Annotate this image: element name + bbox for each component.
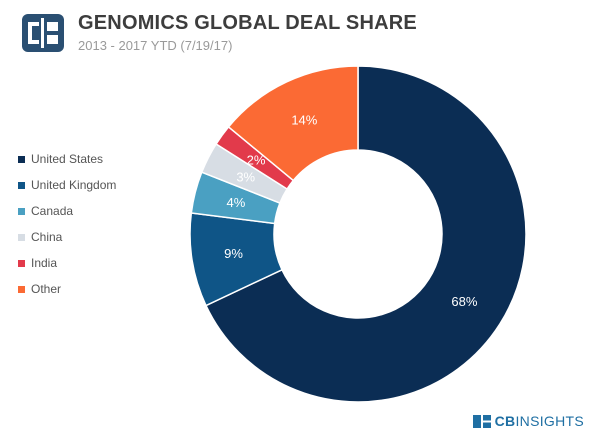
legend-item-united-states: United States [18,152,116,178]
data-label-other: 14% [291,112,317,127]
brand-rest: INSIGHTS [515,413,584,429]
donut-slice-other [227,65,359,182]
brand-footer: CB INSIGHTS [472,413,584,429]
legend-item-canada: Canada [18,204,116,230]
cb-insights-mark-icon [472,414,491,428]
brand-bold: CB [494,413,516,429]
legend-label: Canada [31,204,74,218]
legend-swatch [18,182,25,189]
legend-item-india: India [18,256,116,282]
data-label-india: 2% [247,152,266,167]
cb-insights-logo [22,14,64,52]
data-label-united-states: 68% [451,294,477,309]
legend-swatch [18,260,25,267]
data-label-united-kingdom: 9% [224,246,243,261]
legend-swatch [18,234,25,241]
chart-title: GENOMICS GLOBAL DEAL SHARE [78,12,417,34]
legend-item-china: China [18,230,116,256]
legend-item-united-kingdom: United Kingdom [18,178,116,204]
legend-item-other: Other [18,282,116,308]
data-label-canada: 4% [227,195,246,210]
legend-label: India [31,256,58,270]
donut-slice-united-states [204,65,527,403]
legend-label: Other [31,282,62,296]
data-label-china: 3% [236,169,255,184]
legend-swatch [18,208,25,215]
legend-swatch [18,286,25,293]
legend-label: United Kingdom [31,178,117,192]
legend-swatch [18,156,25,163]
legend-label: United States [31,152,104,166]
legend-label: China [31,230,63,244]
chart-subtitle: 2013 - 2017 YTD (7/19/17) [78,38,233,53]
chart-legend: United States United Kingdom Canada Chin… [18,152,116,308]
